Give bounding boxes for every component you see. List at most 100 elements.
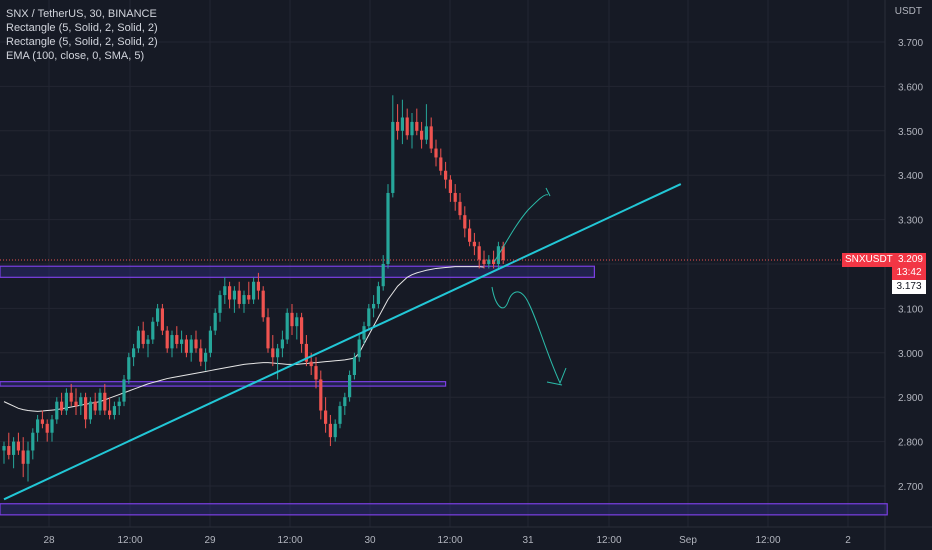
y-tick-label: 2.800 — [898, 438, 923, 449]
candle-body — [328, 423, 332, 438]
candle-body — [60, 401, 64, 411]
candle-body — [295, 317, 299, 327]
candle-body — [84, 397, 88, 420]
last-price-badge: SNXUSDT 3.209 — [842, 253, 926, 267]
candle-body — [276, 348, 280, 358]
candle-body — [228, 286, 232, 300]
y-tick-label: 2.900 — [898, 393, 923, 404]
candle-body — [194, 339, 198, 349]
candle-body — [136, 330, 140, 349]
candle-body — [338, 406, 342, 424]
candle-body — [223, 286, 227, 296]
candle-body — [204, 352, 208, 362]
candle-body — [424, 126, 428, 140]
x-tick-label: 12:00 — [277, 535, 302, 546]
candle-body — [175, 335, 179, 344]
x-tick-label: 12:00 — [596, 535, 621, 546]
candle-body — [112, 406, 116, 415]
candle-body — [314, 366, 318, 380]
candle-body — [141, 330, 145, 344]
x-tick-label: 12:00 — [117, 535, 142, 546]
candle-body — [434, 148, 438, 158]
candle-body — [218, 295, 222, 313]
legend-rectangle-1: Rectangle (5, Solid, 2, Solid, 2) — [6, 22, 158, 34]
candle-body — [472, 241, 476, 247]
candle-body — [165, 330, 169, 349]
candle-body — [40, 419, 44, 424]
x-tick-label: Sep — [679, 535, 697, 546]
candle-body — [352, 357, 356, 375]
candle-body — [477, 246, 481, 260]
candle-body — [64, 392, 68, 411]
candle-body — [492, 259, 496, 264]
candle-body — [271, 348, 275, 358]
projection-down-path — [491, 286, 567, 386]
candle-body — [376, 286, 380, 304]
x-tick-label: 12:00 — [437, 535, 462, 546]
y-tick-label: 3.300 — [898, 216, 923, 227]
candle-body — [324, 410, 328, 424]
candle-body — [386, 192, 390, 264]
y-tick-label: 3.400 — [898, 171, 923, 182]
candle-body — [242, 295, 246, 304]
candle-body — [160, 308, 164, 331]
x-tick-label: 31 — [522, 535, 534, 546]
zone-rectangle — [0, 503, 888, 516]
candle-body — [36, 419, 40, 433]
candle-body — [458, 201, 462, 216]
y-tick-label: 3.600 — [898, 82, 923, 93]
candle-body — [232, 290, 236, 300]
candle-body — [266, 317, 270, 349]
candle-body — [12, 441, 16, 455]
candle-body — [319, 379, 323, 411]
last-price-ticker: SNXUSDT — [845, 254, 893, 265]
y-tick-label: 3.700 — [898, 38, 923, 49]
zone-rectangle — [0, 265, 596, 278]
candle-body — [367, 308, 371, 327]
candle-body — [348, 375, 352, 398]
candle-body — [453, 192, 457, 202]
candle-body — [151, 321, 155, 340]
candle-body — [146, 339, 150, 344]
candle-body — [396, 121, 400, 131]
candle-body — [69, 392, 73, 402]
candle-body — [98, 392, 102, 411]
candle-body — [252, 281, 256, 300]
candle-body — [199, 348, 203, 362]
candle-body — [132, 348, 136, 358]
candle-body — [405, 117, 409, 136]
candle-body — [304, 343, 308, 362]
candle-body — [170, 335, 174, 349]
candle-body — [444, 170, 448, 180]
projection-up-path — [493, 187, 551, 263]
candle-body — [247, 295, 251, 300]
candle-body — [108, 410, 112, 415]
candle-body — [26, 450, 30, 464]
candle-body — [50, 419, 54, 433]
ema-value-badge: 3.173 — [892, 280, 926, 294]
candle-body — [487, 259, 491, 264]
candle-body — [208, 330, 212, 353]
y-tick-label: 3.500 — [898, 127, 923, 138]
x-tick-label: 2 — [845, 535, 851, 546]
y-tick-label: 2.700 — [898, 482, 923, 493]
candle-body — [333, 423, 337, 438]
candle-body — [391, 121, 395, 193]
candle-body — [31, 432, 35, 451]
candle-body — [2, 446, 6, 451]
price-axis-unit: USDT — [894, 6, 922, 17]
candle-body — [45, 423, 49, 433]
candle-body — [93, 401, 97, 411]
candle-body — [463, 215, 467, 229]
candle-body — [448, 179, 452, 193]
candle-body — [439, 157, 443, 171]
candle-body — [372, 303, 376, 309]
candle-body — [343, 397, 347, 407]
candle-body — [429, 126, 433, 149]
candle-body — [309, 361, 313, 367]
candle-body — [88, 401, 92, 420]
candle-body — [74, 401, 78, 407]
candle-body — [420, 130, 424, 140]
